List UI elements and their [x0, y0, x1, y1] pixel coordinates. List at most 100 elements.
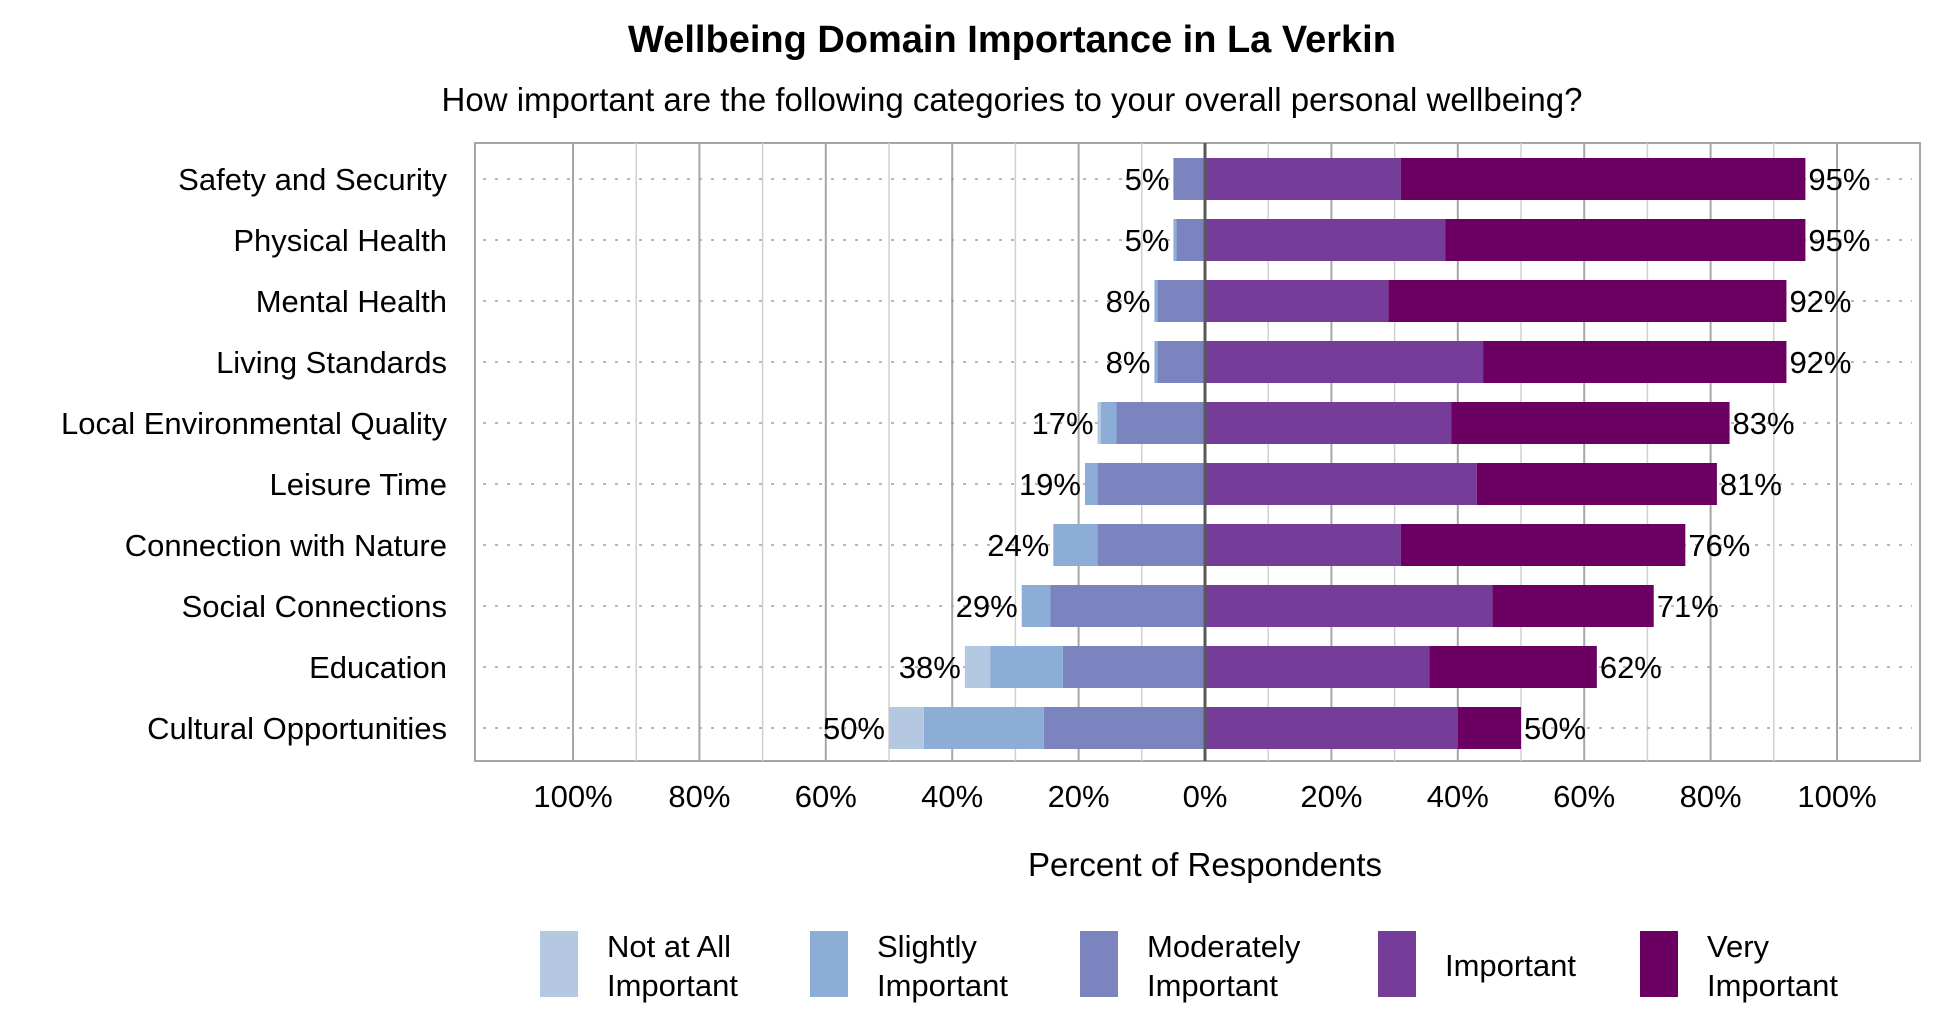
legend-label: Important: [1147, 968, 1278, 1003]
bar-segment: [1400, 524, 1686, 566]
bar-segment: [1097, 463, 1205, 505]
x-tick-label: 100%: [1797, 779, 1876, 814]
bar-segment: [1451, 402, 1730, 444]
bar-segment: [1173, 158, 1205, 200]
x-axis-title: Percent of Respondents: [1028, 846, 1382, 883]
bar-segment: [1205, 463, 1477, 505]
legend-label: Slightly: [877, 929, 977, 964]
negative-total-label: 50%: [823, 711, 885, 746]
bar-segment: [1476, 463, 1717, 505]
bar-segment: [1154, 280, 1158, 322]
positive-total-label: 71%: [1657, 589, 1719, 624]
category-label: Social Connections: [182, 589, 447, 624]
bar-segment: [1157, 341, 1205, 383]
category-label: Local Environmental Quality: [61, 406, 447, 441]
bar-segment: [1205, 585, 1493, 627]
negative-total-label: 5%: [1125, 162, 1170, 197]
bar-segment: [1483, 341, 1787, 383]
legend-label: Important: [607, 968, 738, 1003]
x-tick-label: 20%: [1048, 779, 1110, 814]
bar-segment: [1205, 341, 1484, 383]
positive-total-label: 83%: [1733, 406, 1795, 441]
negative-total-label: 8%: [1106, 345, 1151, 380]
positive-total-label: 95%: [1808, 162, 1870, 197]
x-tick-label: 40%: [1427, 779, 1489, 814]
bar-segment: [1097, 524, 1205, 566]
x-tick-label: 60%: [795, 779, 857, 814]
bar-segment: [1173, 219, 1177, 261]
bar-segment: [1205, 707, 1458, 749]
legend-item: Important: [1378, 931, 1576, 997]
negative-total-label: 5%: [1125, 223, 1170, 258]
bar-segment: [1097, 402, 1101, 444]
bar-segment: [1084, 463, 1098, 505]
bar-segment: [1492, 585, 1654, 627]
bar-segment: [1205, 219, 1446, 261]
positive-total-label: 81%: [1720, 467, 1782, 502]
category-label: Safety and Security: [178, 162, 447, 197]
bar-segment: [923, 707, 1044, 749]
bar-segment: [1157, 280, 1205, 322]
legend-swatch: [540, 931, 578, 997]
negative-total-label: 19%: [1019, 467, 1081, 502]
category-label: Connection with Nature: [125, 528, 447, 563]
bar-segment: [1388, 280, 1787, 322]
negative-total-label: 24%: [987, 528, 1049, 563]
category-label: Leisure Time: [270, 467, 447, 502]
legend-item: Moderately Important: [1080, 929, 1301, 1003]
category-label: Education: [309, 650, 447, 685]
plot-frame: [474, 142, 1921, 762]
legend-label: Important: [1707, 968, 1838, 1003]
x-tick-label: 80%: [1680, 779, 1742, 814]
negative-total-label: 38%: [899, 650, 961, 685]
legend-item: Not at All Important: [540, 929, 738, 1003]
positive-total-label: 92%: [1789, 284, 1851, 319]
bar-segment: [1021, 585, 1051, 627]
bar-segment: [889, 707, 924, 749]
legend-swatch: [1378, 931, 1416, 997]
positive-total-label: 95%: [1808, 223, 1870, 258]
bar-segment: [1457, 707, 1521, 749]
x-tick-label: 20%: [1300, 779, 1362, 814]
legend-label: Not at All: [607, 929, 731, 964]
legend-item: Slightly Important: [810, 929, 1008, 1003]
x-tick-label: 40%: [921, 779, 983, 814]
bar-segment: [1205, 280, 1389, 322]
bar-segment: [1116, 402, 1205, 444]
bar-segment: [1205, 402, 1452, 444]
bar-segment: [1205, 158, 1401, 200]
legend-label: Very: [1707, 929, 1770, 964]
category-label: Physical Health: [233, 223, 447, 258]
negative-total-label: 8%: [1106, 284, 1151, 319]
legend-label: Important: [877, 968, 1008, 1003]
positive-total-label: 92%: [1789, 345, 1851, 380]
x-tick-label: 0%: [1183, 779, 1228, 814]
bar-segment: [1154, 341, 1158, 383]
bar-segment: [1043, 707, 1205, 749]
negative-total-label: 29%: [956, 589, 1018, 624]
bar-segment: [1053, 524, 1098, 566]
x-tick-label: 100%: [533, 779, 612, 814]
category-label: Mental Health: [256, 284, 447, 319]
legend-item: Very Important: [1640, 929, 1838, 1003]
chart-title: Wellbeing Domain Importance in La Verkin: [628, 19, 1396, 61]
x-tick-label: 80%: [668, 779, 730, 814]
x-tick-label: 60%: [1553, 779, 1615, 814]
bar-segment: [1445, 219, 1806, 261]
legend-swatch: [810, 931, 848, 997]
bar-segment: [964, 646, 991, 688]
bar-segment: [1205, 646, 1430, 688]
category-label: Living Standards: [216, 345, 447, 380]
legend-label: Moderately: [1147, 929, 1301, 964]
negative-total-label: 17%: [1032, 406, 1094, 441]
legend-swatch: [1640, 931, 1678, 997]
positive-total-label: 62%: [1600, 650, 1662, 685]
chart-subtitle: How important are the following categori…: [442, 81, 1583, 118]
legend-swatch: [1080, 931, 1118, 997]
bar-segment: [1062, 646, 1205, 688]
bar-segment: [1205, 524, 1401, 566]
plot-area: Safety and Security Physical Health Mental…: [61, 142, 1921, 814]
bar-segment: [1400, 158, 1806, 200]
bar-segment: [1100, 402, 1117, 444]
